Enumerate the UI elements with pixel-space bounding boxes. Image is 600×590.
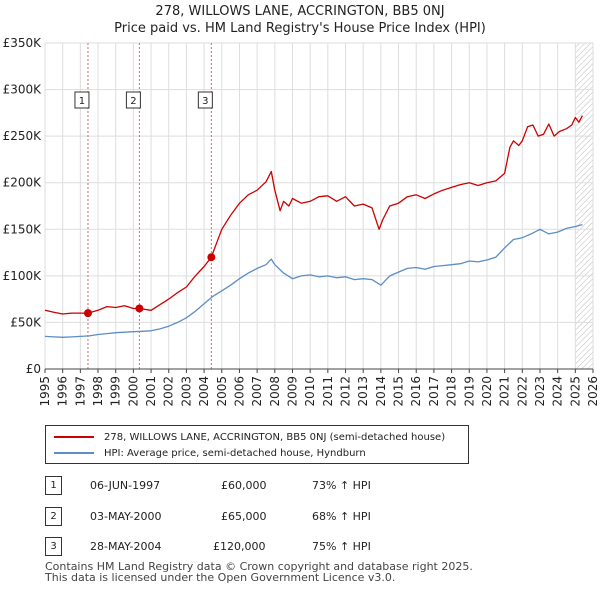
price-chart: £0 £50K £100K £150K £200K £250K £300K £350K 1995… (3, 36, 600, 407)
x-tick-label: 2012 (339, 376, 353, 407)
transaction-price: £120,000 (213, 540, 266, 553)
x-tick-label: 2004 (197, 376, 211, 407)
y-tick-label: £300K (3, 83, 43, 97)
sale-point (135, 304, 144, 313)
x-tick-label: 2024 (551, 376, 565, 407)
x-tick-label: 2002 (162, 376, 176, 407)
legend-swatch-hpi (54, 452, 94, 454)
chart-title: 278, WILLOWS LANE, ACCRINGTON, BB5 0NJ (155, 4, 445, 19)
x-tick-label: 2017 (427, 376, 441, 407)
transaction-number: 1 (45, 476, 62, 495)
chart-legend: 278, WILLOWS LANE, ACCRINGTON, BB5 0NJ (… (45, 425, 469, 464)
x-tick-label: 2025 (568, 376, 582, 407)
x-tick-label: 2018 (445, 376, 459, 407)
x-tick-label: 2003 (179, 376, 193, 407)
x-tick-label: 2014 (374, 376, 388, 407)
transaction-price: £65,000 (221, 510, 267, 523)
y-tick-label: £350K (3, 36, 43, 50)
y-tick-label: £50K (10, 315, 42, 329)
sale-label-box (125, 91, 141, 109)
forecast-hatch (575, 43, 593, 369)
x-tick-label: 1998 (91, 376, 105, 407)
legend-swatch-property (54, 436, 94, 438)
sale-label-number: 1 (79, 96, 85, 107)
transaction-hpi-change: 73% ↑ HPI (312, 479, 371, 492)
x-tick-label: 2010 (303, 376, 317, 407)
sale-label-box (197, 91, 213, 109)
y-tick-label: £100K (3, 269, 43, 283)
x-tick-label: 2013 (356, 376, 370, 407)
x-tick-label: 2022 (515, 376, 529, 407)
transaction-number: 3 (45, 537, 62, 556)
x-tick-label: 1999 (109, 376, 123, 407)
x-tick-label: 2019 (462, 376, 476, 407)
x-tick-label: 2026 (586, 376, 600, 407)
sale-label-number: 3 (202, 96, 208, 107)
chart-title-block: 278, WILLOWS LANE, ACCRINGTON, BB5 0NJ P… (0, 3, 600, 37)
x-tick-label: 2000 (126, 376, 140, 407)
x-tick-label: 1997 (73, 376, 87, 407)
x-tick-label: 2008 (268, 376, 282, 407)
x-tick-label: 2009 (285, 376, 299, 407)
sale-point (207, 253, 216, 262)
y-tick-label: £250K (3, 129, 43, 143)
y-tick-label: £200K (3, 176, 43, 190)
y-tick-label: £150K (3, 222, 43, 236)
x-tick-label: 2011 (321, 376, 335, 407)
property-series-line (44, 115, 583, 315)
x-tick-label: 2006 (232, 376, 246, 407)
transaction-hpi-change: 68% ↑ HPI (312, 510, 371, 523)
transaction-number: 2 (45, 507, 62, 526)
transaction-hpi-change: 75% ↑ HPI (312, 540, 371, 553)
y-tick-label: £0 (26, 362, 41, 376)
chart-subtitle: Price paid vs. HM Land Registry's House … (114, 21, 486, 36)
x-tick-label: 2001 (144, 376, 158, 407)
hpi-series-line (44, 223, 583, 338)
transaction-date: 06-JUN-1997 (90, 479, 161, 492)
sale-point (83, 309, 92, 318)
transaction-price: £60,000 (221, 479, 267, 492)
sale-label-box (74, 91, 90, 109)
x-tick-label: 2005 (215, 376, 229, 407)
x-tick-label: 2020 (480, 376, 494, 407)
x-tick-label: 2007 (250, 376, 264, 407)
x-tick-label: 2015 (392, 376, 406, 407)
footer-line-copyright: Contains HM Land Registry data © Crown c… (45, 560, 473, 573)
footer-line-licence: This data is licensed under the Open Gov… (45, 571, 396, 584)
x-tick-label: 2023 (533, 376, 547, 407)
legend-label-property: 278, WILLOWS LANE, ACCRINGTON, BB5 0NJ (… (104, 431, 446, 443)
legend-item-hpi: HPI: Average price, semi-detached house,… (54, 445, 366, 461)
x-tick-label: 1995 (38, 376, 52, 407)
x-tick-label: 1996 (56, 376, 70, 407)
footer-attribution: Contains HM Land Registry data © Crown c… (45, 561, 473, 583)
x-tick-label: 2021 (498, 376, 512, 407)
sale-label-number: 2 (130, 96, 136, 107)
transaction-date: 28-MAY-2004 (90, 540, 162, 553)
legend-label-hpi: HPI: Average price, semi-detached house,… (104, 447, 366, 459)
transaction-date: 03-MAY-2000 (90, 510, 162, 523)
x-tick-label: 2016 (409, 376, 423, 407)
legend-item-property: 278, WILLOWS LANE, ACCRINGTON, BB5 0NJ (… (54, 429, 445, 445)
